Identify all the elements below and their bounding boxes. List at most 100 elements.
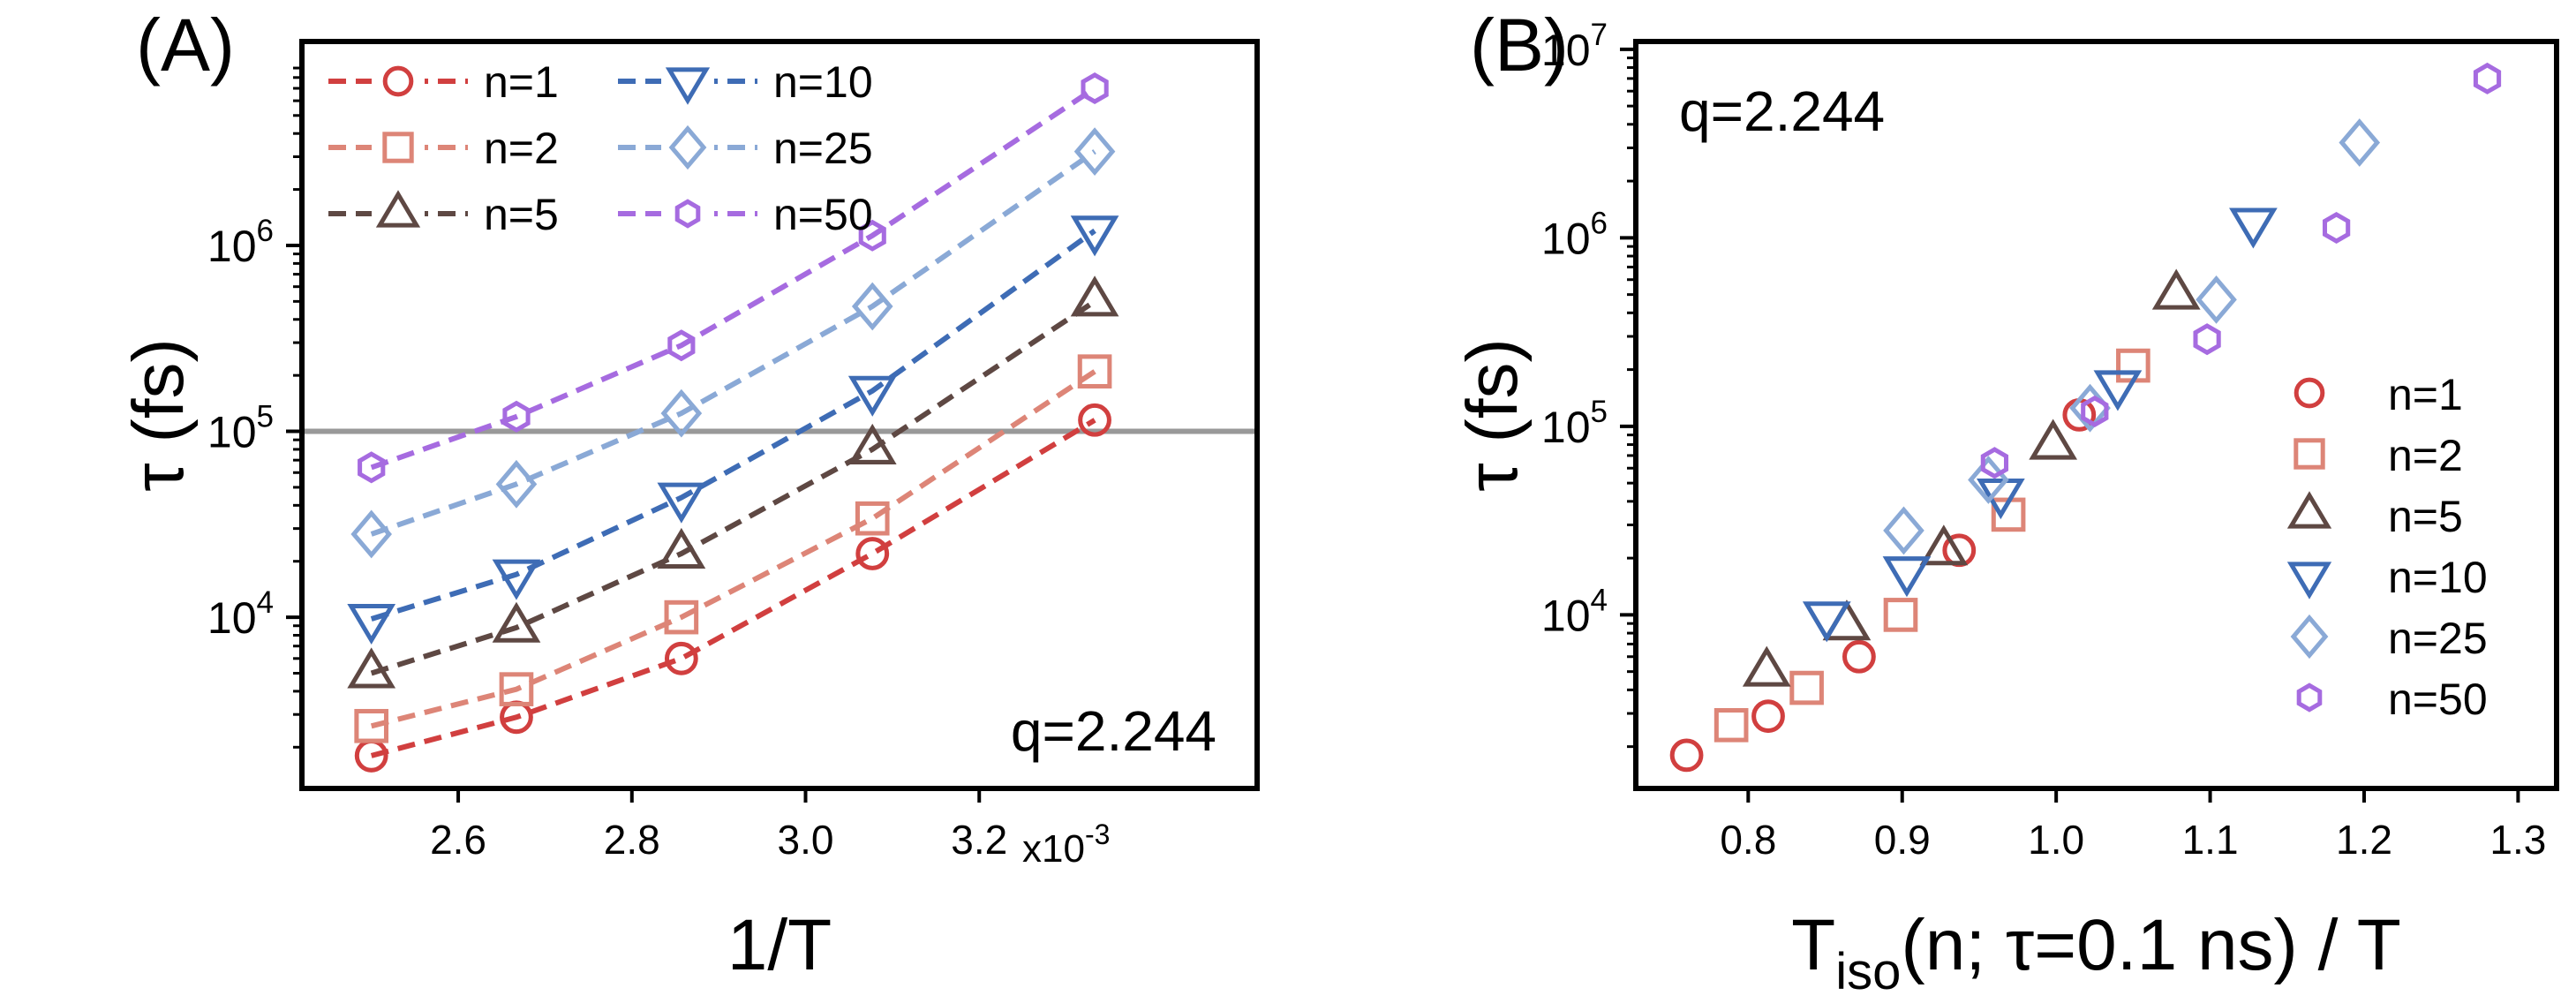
- plot-area: [347, 72, 1119, 773]
- y-tick-label-base: 10: [1541, 403, 1591, 452]
- point-n=2-5: [1077, 354, 1112, 389]
- legend-marker: [2290, 614, 2329, 660]
- y-tick-label-base: 10: [207, 222, 257, 271]
- y-tick-label: 104: [1541, 583, 1608, 640]
- point-n=10-5: [2229, 207, 2278, 249]
- point-n=50-5: [2473, 62, 2502, 94]
- legend-marker: [665, 67, 711, 105]
- x-tick-label: 3.0: [778, 817, 834, 863]
- y-tick-label-base: 10: [1541, 591, 1591, 640]
- y-tick-label: 107: [1541, 18, 1608, 75]
- x-axis-multiplier-base: x10: [1022, 827, 1085, 871]
- y-axis-label: τ (fs): [1452, 338, 1533, 492]
- legend-marker: [382, 132, 414, 163]
- legend-label: n=50: [773, 190, 873, 239]
- x-axis-label: 1/T: [727, 905, 832, 985]
- point-n=5-3: [1919, 524, 1969, 566]
- x-tick-label: 0.8: [1720, 817, 1776, 863]
- x-tick-label: 2.6: [430, 817, 486, 863]
- x-axis-label-sub: iso: [1835, 943, 1901, 1000]
- point-n=50-5: [1081, 72, 1109, 105]
- point-n=10-1: [1802, 601, 1851, 643]
- y-tick-label-base: 10: [1541, 214, 1591, 263]
- x-axis-multiplier: x10-3: [1022, 818, 1110, 871]
- legend-marker-bg: [661, 189, 714, 238]
- legend-label: n=2: [2388, 431, 2463, 480]
- legend-label: n=1: [484, 57, 559, 107]
- legend-item-n=10: n=10: [2286, 553, 2488, 602]
- legend-label: n=1: [2388, 370, 2463, 419]
- y-tick-label-exp: 4: [1591, 583, 1608, 617]
- fit-line-n=5: [370, 298, 1096, 676]
- annotation: q=2.244: [1679, 79, 1885, 143]
- panel-label: (B): [1470, 4, 1569, 87]
- legend-item-n=50: n=50: [618, 189, 873, 239]
- point-n=10-4: [2093, 370, 2143, 411]
- point-n=25-4: [851, 282, 893, 331]
- point-n=2-1: [1714, 707, 1749, 743]
- axes-frame: [1633, 39, 2559, 791]
- legend-label: n=50: [2388, 675, 2488, 724]
- legend-item-n=25: n=25: [618, 123, 873, 173]
- y-axis-label: τ (fs): [118, 338, 199, 492]
- x-tick-label: 1.3: [2489, 817, 2546, 863]
- x-tick-label: 2.8: [604, 817, 660, 863]
- point-n=50-3: [667, 329, 696, 362]
- y-tick-label: 105: [207, 400, 274, 457]
- point-n=5-3: [657, 527, 706, 569]
- legend: n=1 n=2 n=5 n=10 n=25 n=50: [2286, 370, 2488, 724]
- x-axis-label-main: T: [1791, 905, 1835, 985]
- panel-label: (A): [136, 4, 235, 87]
- legend-marker: [2286, 491, 2332, 529]
- fit-line-n=25: [370, 149, 1096, 537]
- legend-marker: [2286, 562, 2332, 600]
- point-n=50-1: [1980, 447, 2009, 479]
- point-n=25-1: [350, 509, 392, 559]
- y-tick-label: 104: [207, 585, 274, 643]
- legend-item-n=25: n=25: [2290, 614, 2488, 663]
- y-tick-label-exp: 6: [1591, 206, 1608, 240]
- series-n=1: [1669, 398, 2097, 773]
- point-n=5-5: [1070, 275, 1119, 317]
- point-n=50-3: [2193, 323, 2221, 356]
- y-tick-label-exp: 6: [257, 214, 274, 248]
- x-tick-label: 1.0: [2028, 817, 2084, 863]
- point-n=2-1: [354, 708, 389, 743]
- y-tick-label-base: 10: [207, 593, 257, 643]
- point-n=2-2: [499, 672, 534, 706]
- point-n=5-4: [2029, 419, 2078, 460]
- axes-frame: [299, 39, 1260, 791]
- point-n=25-5: [1073, 127, 1116, 177]
- x-axis-label-rest: (n; τ=0.1 ns) / T: [1901, 905, 2400, 985]
- fit-line-n=50: [370, 86, 1096, 471]
- point-n=50-2: [502, 400, 531, 433]
- legend-item-n=10: n=10: [618, 57, 873, 107]
- point-n=5-4: [847, 423, 897, 464]
- legend-label: n=5: [484, 190, 559, 239]
- legend: n=1 n=2 n=5 n=10 n=25 n=50: [328, 57, 873, 239]
- legend-item-n=5: n=5: [2286, 491, 2463, 541]
- point-n=50-2: [2081, 395, 2109, 428]
- series-n=50: [358, 72, 1109, 484]
- legend-label: n=25: [773, 124, 873, 173]
- point-n=2-3: [664, 600, 699, 635]
- legend-item-n=50: n=50: [2296, 675, 2488, 724]
- y-tick-label-base: 10: [1541, 26, 1591, 75]
- point-n=5-1: [347, 647, 396, 689]
- point-n=5-5: [2151, 268, 2201, 310]
- legend-label: n=5: [2388, 492, 2463, 541]
- x-tick-label: 1.2: [2336, 817, 2392, 863]
- y-tick-label-base: 10: [207, 408, 257, 457]
- legend-marker-bg: [372, 123, 425, 172]
- point-n=10-2: [1882, 556, 1932, 598]
- legend-item-n=2: n=2: [328, 123, 559, 173]
- y-tick-label-exp: 5: [257, 400, 274, 434]
- series-n=25: [350, 127, 1116, 559]
- point-n=10-4: [847, 375, 897, 417]
- legend-marker-bg: [372, 57, 425, 106]
- point-n=5-2: [492, 601, 541, 643]
- point-n=50-1: [358, 451, 386, 484]
- legend-marker: [2294, 438, 2325, 470]
